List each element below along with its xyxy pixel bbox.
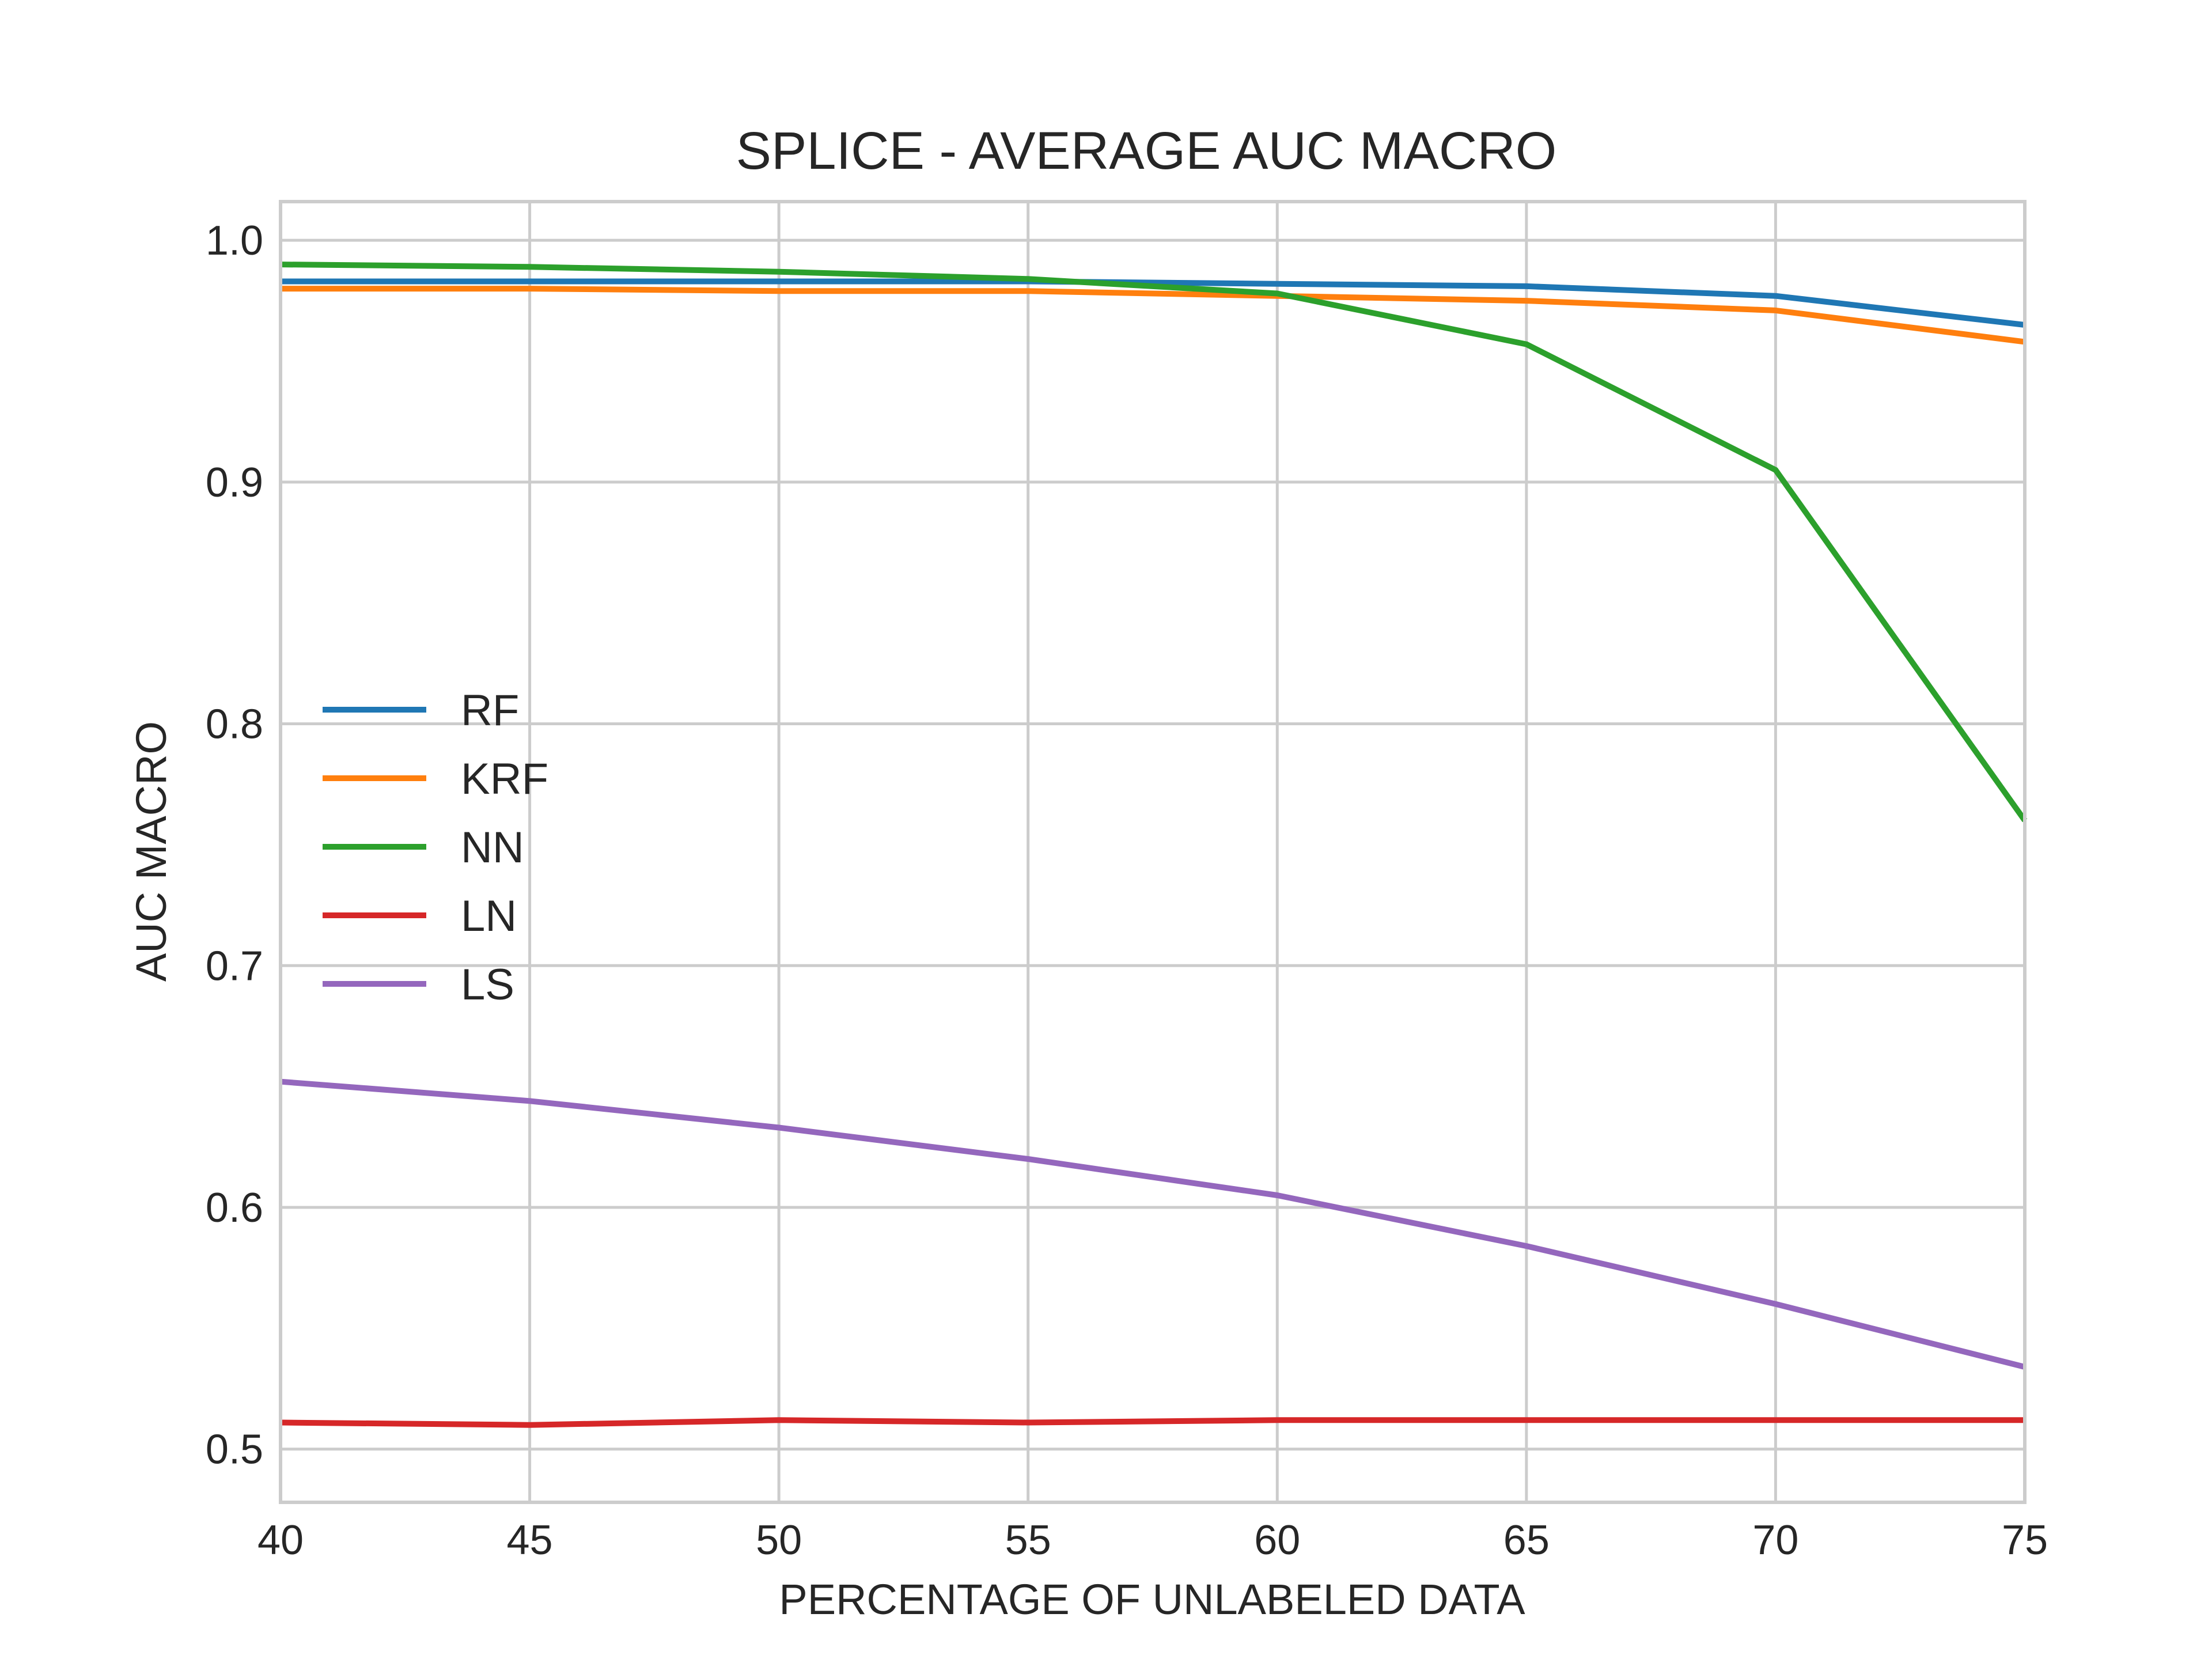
y-tick-label: 0.7 xyxy=(206,943,263,989)
legend-label-ln: LN xyxy=(461,892,517,941)
legend-label-krf: KRF xyxy=(461,755,548,804)
x-tick-labels: 40 45 50 55 60 65 70 75 xyxy=(257,1517,2048,1563)
series-line-nn xyxy=(280,262,2028,823)
y-tick-label: 0.9 xyxy=(206,460,263,506)
x-tick-label: 70 xyxy=(1752,1517,1798,1563)
x-axis-label: PERCENTAGE OF UNLABELED DATA xyxy=(779,1575,1525,1623)
series-line-krf xyxy=(281,286,2025,345)
x-tick-label: 40 xyxy=(257,1517,304,1563)
x-tick-label: 55 xyxy=(1005,1517,1051,1563)
x-tick-label: 45 xyxy=(507,1517,553,1563)
y-tick-label: 0.6 xyxy=(206,1185,263,1231)
plot-frame xyxy=(279,200,2027,1504)
series-line-ln xyxy=(280,1417,2025,1428)
y-tick-label: 0.8 xyxy=(206,702,263,748)
x-tick-label: 65 xyxy=(1503,1517,1550,1563)
x-tick-label: 50 xyxy=(756,1517,802,1563)
y-tick-label: 1.0 xyxy=(206,218,263,264)
plot-area xyxy=(281,202,2025,1502)
series-line-ls xyxy=(280,1078,2026,1370)
chart-title: SPLICE - AVERAGE AUC MACRO xyxy=(736,122,1557,180)
legend-label-ls: LS xyxy=(461,960,514,1009)
grid xyxy=(281,202,2025,1502)
series-line-rf xyxy=(281,278,2025,328)
y-axis-label: AUC MACRO xyxy=(127,721,175,982)
legend-label-nn: NN xyxy=(461,823,524,872)
legend: RF KRF NN LN LS xyxy=(323,686,548,1009)
y-tick-labels: 0.5 0.6 0.7 0.8 0.9 1.0 xyxy=(206,218,263,1473)
y-tick-label: 0.5 xyxy=(206,1427,263,1473)
legend-label-rf: RF xyxy=(461,686,519,735)
series-lines xyxy=(280,262,2028,1428)
x-tick-label: 75 xyxy=(2002,1517,2048,1563)
x-tick-label: 60 xyxy=(1254,1517,1300,1563)
